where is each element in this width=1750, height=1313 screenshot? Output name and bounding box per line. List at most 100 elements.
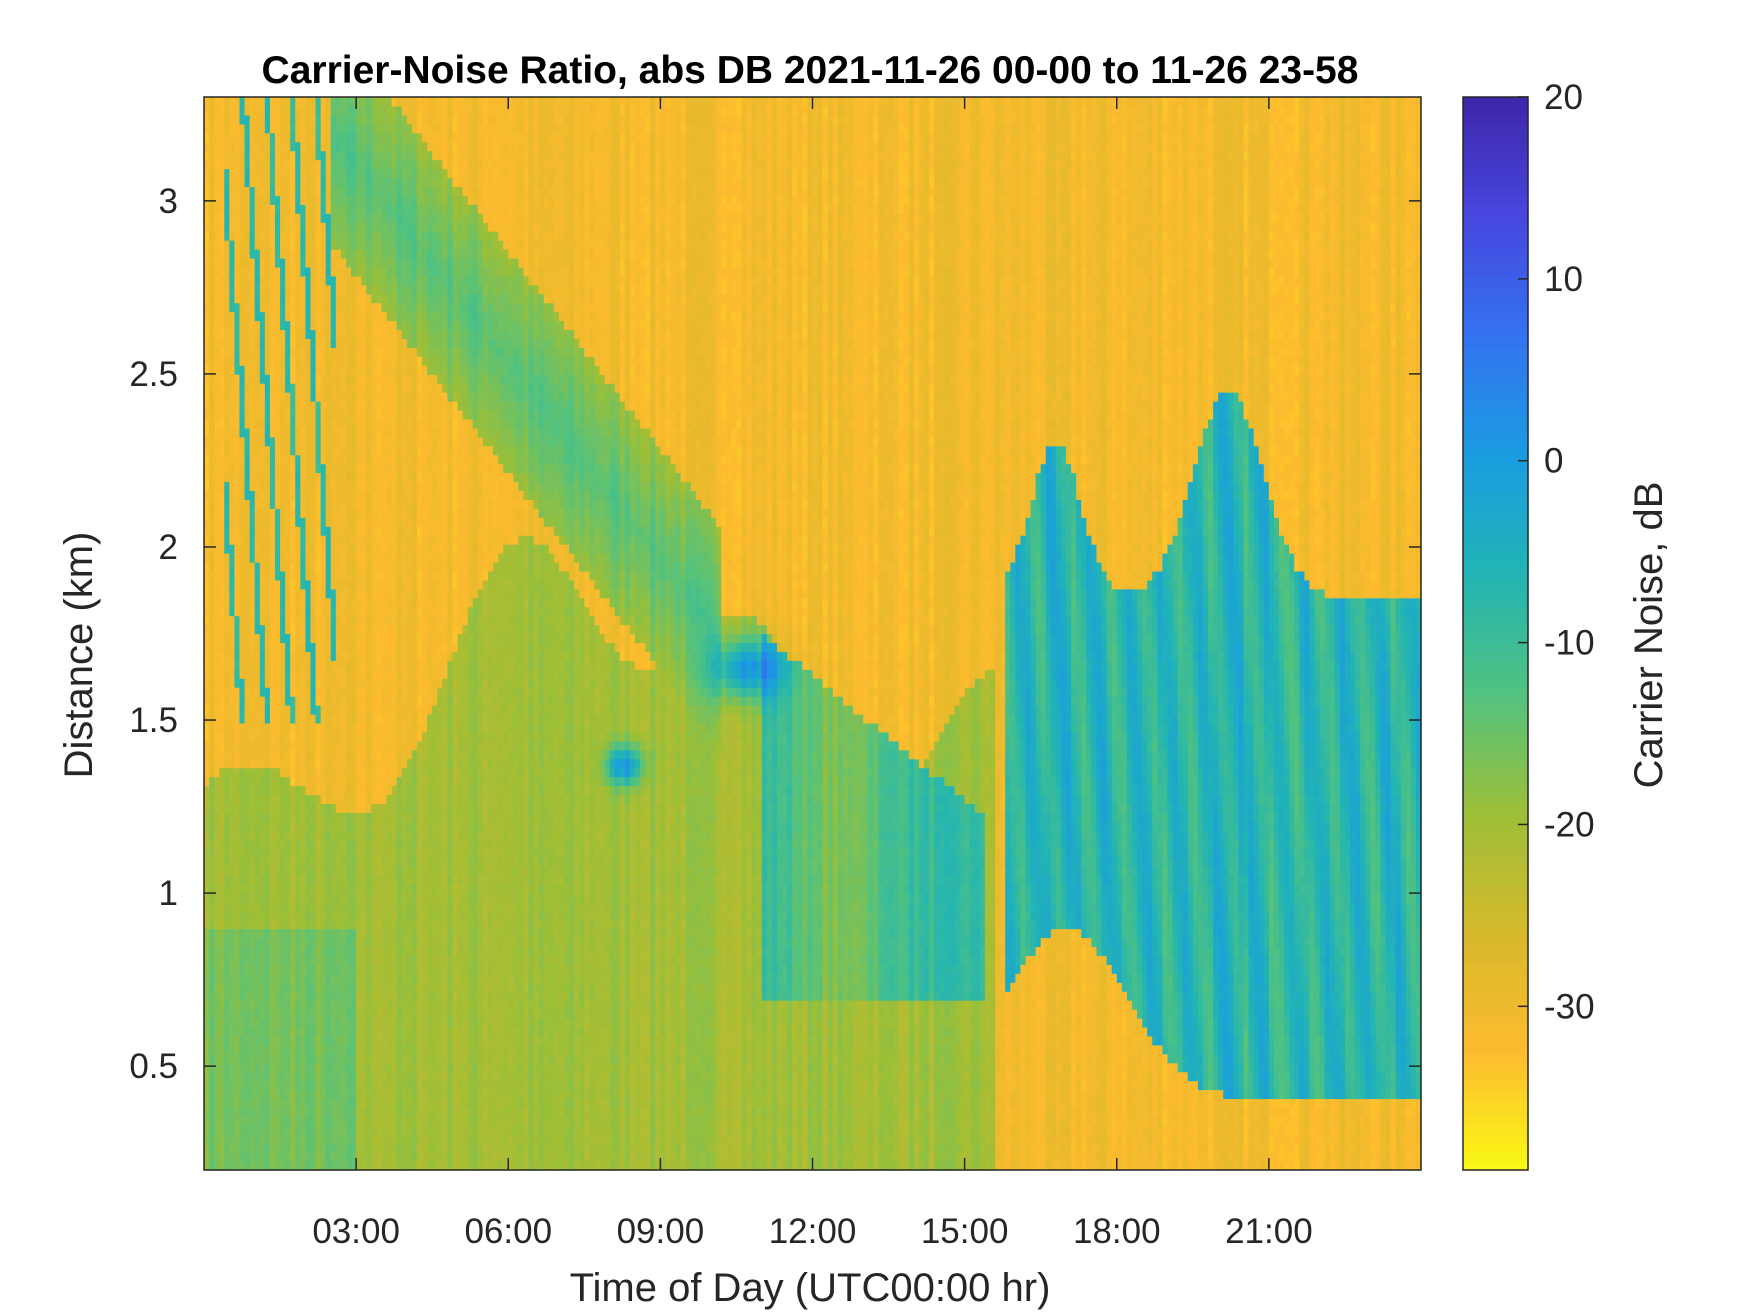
- colorbar-segment: [1463, 758, 1528, 769]
- colorbar-segment: [1463, 204, 1528, 214]
- colorbar-segment: [1463, 481, 1528, 492]
- colorbar-segment: [1463, 696, 1528, 706]
- colorbar-segment: [1463, 418, 1528, 429]
- colorbar-segment: [1463, 293, 1528, 304]
- colorbar-segment: [1463, 141, 1528, 152]
- colorbar-segment: [1463, 436, 1528, 447]
- colorbar-segment: [1463, 535, 1528, 545]
- colorbar-tick-label: 10: [1544, 260, 1583, 299]
- colorbar-segment: [1463, 1009, 1528, 1019]
- colorbar-tick-label: -30: [1544, 987, 1595, 1026]
- colorbar-segment: [1463, 508, 1528, 518]
- colorbar-segment: [1463, 901, 1528, 912]
- colorbar-segment: [1463, 472, 1528, 483]
- colorbar-segment: [1463, 1125, 1528, 1135]
- colorbar-segment: [1463, 821, 1528, 831]
- colorbar-segment: [1463, 1089, 1528, 1100]
- colorbar-segment: [1463, 669, 1528, 679]
- colorbar-segment: [1463, 499, 1528, 509]
- colorbar-segment: [1463, 731, 1528, 742]
- colorbar-ticks: 20 10 0 -10 -20 -30: [1518, 78, 1595, 1026]
- colorbar-segment: [1463, 1062, 1528, 1073]
- colorbar-segment: [1463, 678, 1528, 688]
- colorbar-segment: [1463, 1143, 1528, 1153]
- colorbar-segment: [1463, 874, 1528, 885]
- colorbar-segment: [1463, 579, 1528, 590]
- x-tick-label: 12:00: [769, 1212, 857, 1251]
- colorbar-segment: [1463, 722, 1528, 733]
- colorbar-segment: [1463, 928, 1528, 939]
- colorbar-segment: [1463, 1098, 1528, 1109]
- colorbar-segment: [1463, 946, 1528, 956]
- colorbar-segment: [1463, 973, 1528, 983]
- colorbar-segment: [1463, 445, 1528, 456]
- colorbar-segment: [1463, 275, 1528, 286]
- x-tick-label: 06:00: [464, 1212, 552, 1251]
- colorbar-segment: [1463, 186, 1528, 196]
- colorbar-segment: [1463, 749, 1528, 760]
- colorbar-segment: [1463, 427, 1528, 438]
- colorbar-segment: [1463, 544, 1528, 554]
- colorbar-segment: [1463, 964, 1528, 974]
- colorbar-segment: [1463, 114, 1528, 125]
- y-tick-label: 3: [159, 182, 178, 221]
- y-tick-label: 1.5: [129, 701, 178, 740]
- colorbar-segment: [1463, 347, 1528, 357]
- colorbar-segment: [1463, 865, 1528, 876]
- colorbar-segment: [1463, 302, 1528, 313]
- colorbar-segment: [1463, 910, 1528, 921]
- colorbar-segment: [1463, 159, 1528, 170]
- colorbar-segment: [1463, 213, 1528, 223]
- colorbar-segment: [1463, 839, 1528, 849]
- colorbar-segment: [1463, 1000, 1528, 1010]
- colorbar-segment: [1463, 365, 1528, 375]
- colorbar-segment: [1463, 257, 1528, 268]
- y-tick-label: 1: [159, 874, 178, 913]
- colorbar-segment: [1463, 401, 1528, 411]
- colorbar-segment: [1463, 311, 1528, 322]
- y-tick-label: 2.5: [129, 355, 178, 394]
- x-axis-label: Time of Day (UTC00:00 hr): [570, 1266, 1051, 1310]
- colorbar-tick-label: -10: [1544, 624, 1595, 663]
- colorbar-segment: [1463, 553, 1528, 563]
- y-axis-ticks: 0.5 1 1.5 2 2.5 3: [129, 182, 1421, 1086]
- colorbar-segment: [1463, 570, 1528, 581]
- colorbar-segment: [1463, 892, 1528, 903]
- colorbar-segment: [1463, 222, 1528, 232]
- colorbar-segment: [1463, 409, 1528, 420]
- colorbar-segment: [1463, 1107, 1528, 1117]
- colorbar-segment: [1463, 687, 1528, 697]
- colorbar-segment: [1463, 561, 1528, 572]
- colorbar-segment: [1463, 642, 1528, 652]
- colorbar-segment: [1463, 624, 1528, 635]
- colorbar-segment: [1463, 1161, 1528, 1171]
- x-tick-label: 21:00: [1225, 1212, 1313, 1251]
- colorbar-segment: [1463, 168, 1528, 179]
- y-tick-label: 2: [159, 528, 178, 567]
- colorbar-segment: [1463, 240, 1528, 250]
- x-tick-label: 03:00: [312, 1212, 400, 1251]
- colorbar-segment: [1463, 1053, 1528, 1064]
- colorbar-segment: [1463, 374, 1528, 384]
- chart-title: Carrier-Noise Ratio, abs DB 2021-11-26 0…: [262, 49, 1359, 92]
- colorbar-segment: [1463, 1017, 1528, 1028]
- colorbar-tick-label: 20: [1544, 78, 1583, 117]
- colorbar-segment: [1463, 1026, 1528, 1037]
- colorbar-segment: [1463, 195, 1528, 205]
- colorbar-segment: [1463, 857, 1528, 867]
- colorbar-segment: [1463, 812, 1528, 822]
- x-axis-ticks: 03:00 06:00 09:00 12:00 15:00 18:00 21:00: [312, 97, 1313, 1251]
- y-tick-label: 0.5: [129, 1047, 178, 1086]
- x-tick-label: 15:00: [921, 1212, 1009, 1251]
- colorbar-segment: [1463, 383, 1528, 393]
- colorbar-segment: [1463, 937, 1528, 948]
- colorbar-segment: [1463, 1071, 1528, 1082]
- colorbar-segment: [1463, 740, 1528, 751]
- colorbar-segment: [1463, 517, 1528, 527]
- y-axis-label: Distance (km): [57, 532, 101, 779]
- colorbar-segment: [1463, 1134, 1528, 1144]
- colorbar-segment: [1463, 776, 1528, 787]
- colorbar-frame: [1462, 96, 1529, 1171]
- colorbar-segment: [1463, 463, 1528, 474]
